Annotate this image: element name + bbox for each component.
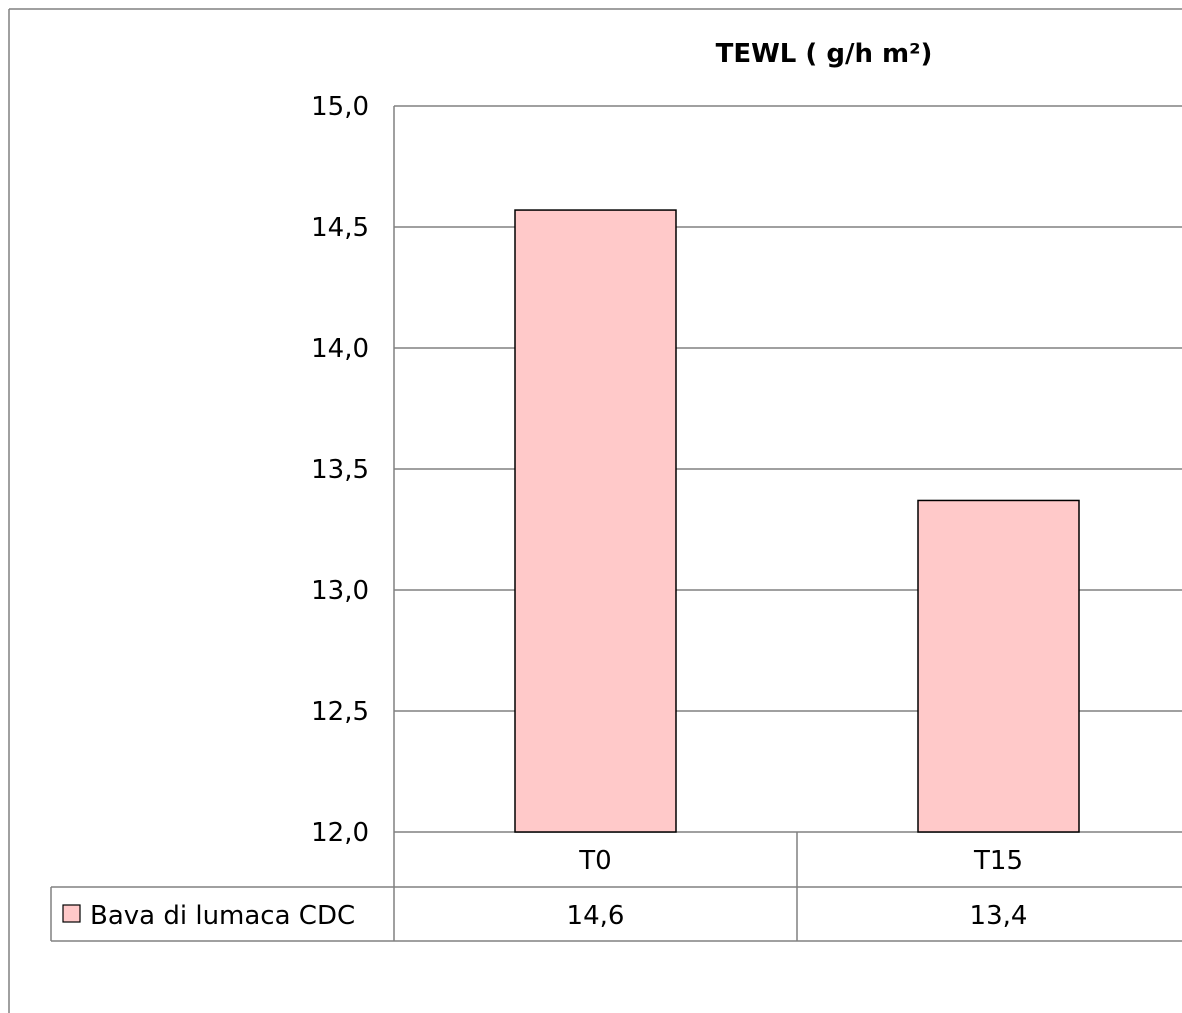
data-table-value: 14,6 [567, 901, 625, 931]
x-category-label: T15 [973, 846, 1023, 876]
y-tick-label: 14,0 [311, 334, 369, 364]
bar-t15 [917, 499, 1080, 833]
y-axis-ticks: 12,0 12,5 13,0 13,5 14,0 14,5 15,0 [311, 92, 369, 848]
data-table-value: 13,4 [970, 901, 1028, 931]
legend-key [62, 904, 81, 923]
data-table: T0 14,6 T15 13,4 Bava di lumaca CDC [50, 832, 1182, 942]
y-tick-label: 13,0 [311, 576, 369, 606]
y-tick-label: 12,0 [311, 818, 369, 848]
chart-title: TEWL ( g/h m²) [716, 39, 933, 69]
y-tick-label: 12,5 [311, 697, 369, 727]
bars [514, 209, 1080, 833]
y-tick-label: 14,5 [311, 213, 369, 243]
y-tick-label: 15,0 [311, 92, 369, 122]
y-tick-label: 13,5 [311, 455, 369, 485]
bar-t0 [514, 209, 677, 833]
legend-series-name: Bava di lumaca CDC [90, 901, 355, 931]
x-category-label: T0 [578, 846, 611, 876]
